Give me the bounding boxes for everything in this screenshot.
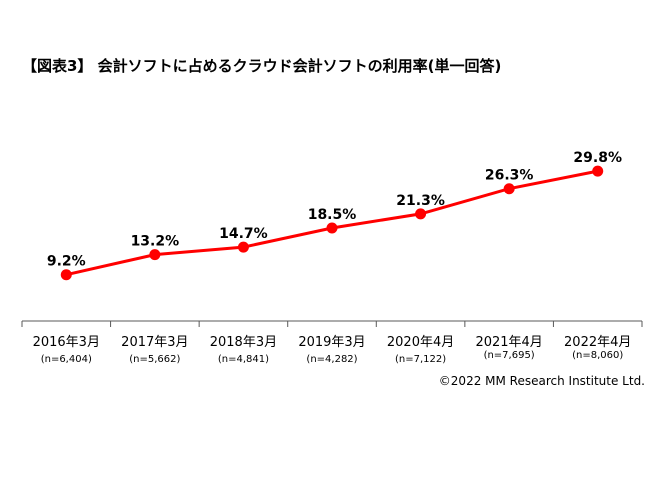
data-label: 13.2% bbox=[131, 234, 180, 250]
data-label: 14.7% bbox=[219, 226, 268, 242]
data-label: 18.5% bbox=[308, 207, 357, 223]
data-point bbox=[326, 222, 338, 234]
copyright-text: ©2022 MM Research Institute Ltd. bbox=[439, 374, 645, 388]
data-point bbox=[592, 165, 604, 177]
data-point bbox=[149, 249, 161, 261]
data-point bbox=[503, 183, 515, 195]
data-points bbox=[60, 165, 604, 281]
data-point bbox=[415, 208, 427, 220]
sample-size-label: (n=5,662) bbox=[129, 354, 180, 365]
sample-size-label: (n=4,282) bbox=[306, 354, 357, 365]
x-axis bbox=[21, 320, 643, 327]
sample-size-label: (n=6,404) bbox=[41, 354, 92, 365]
data-label: 9.2% bbox=[47, 254, 86, 270]
sample-size-label: (n=7,695) bbox=[484, 350, 535, 361]
data-labels: 9.2% 13.2% 14.7% 18.5% 21.3% 26.3% 29.8% bbox=[47, 150, 622, 270]
x-tick-labels: 2016年3月 (n=6,404) 2017年3月 (n=5,662) 2018年3月 (… bbox=[33, 335, 632, 365]
x-tick-label: 2019年3月 bbox=[298, 335, 365, 350]
sample-size-label: (n=4,841) bbox=[218, 354, 269, 365]
data-label: 26.3% bbox=[485, 168, 534, 184]
x-tick-label: 2017年3月 bbox=[121, 335, 188, 350]
data-label: 29.8% bbox=[573, 150, 622, 166]
chart-title: 【図表3】 会計ソフトに占めるクラウド会計ソフトの利用率(単一回答) bbox=[22, 57, 501, 75]
x-tick-label: 2016年3月 bbox=[33, 335, 100, 350]
sample-size-label: (n=8,060) bbox=[572, 350, 623, 361]
x-tick-label: 2021年4月 bbox=[475, 335, 542, 350]
x-tick-label: 2020年4月 bbox=[387, 335, 454, 350]
x-tick-label: 2018年3月 bbox=[210, 335, 277, 350]
data-point bbox=[237, 241, 249, 253]
sample-size-label: (n=7,122) bbox=[395, 354, 446, 365]
data-label: 21.3% bbox=[396, 193, 445, 209]
data-point bbox=[60, 269, 72, 281]
x-tick-label: 2022年4月 bbox=[564, 335, 631, 350]
